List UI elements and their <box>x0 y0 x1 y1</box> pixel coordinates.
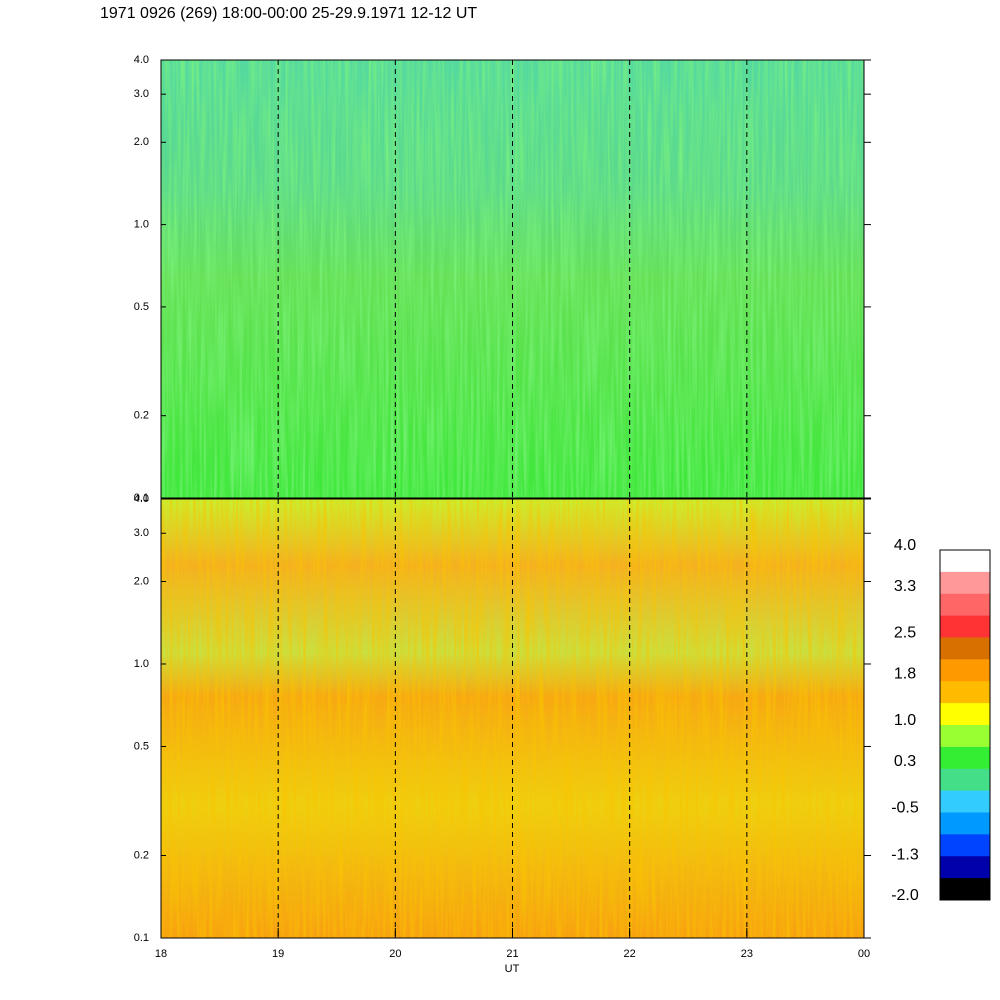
colorbar-label: 0.3 <box>894 753 916 770</box>
y-tick-label: 0.1 <box>134 932 149 944</box>
colorbar-band <box>940 615 990 638</box>
y-tick-label: 0.5 <box>134 740 149 752</box>
colorbar-label: -2.0 <box>891 887 919 904</box>
x-tick-label: 00 <box>858 948 870 960</box>
y-tick-label: 2.0 <box>134 136 149 148</box>
x-tick-label: 22 <box>624 948 636 960</box>
colorbar-band <box>940 834 990 857</box>
colorbar-label: 3.3 <box>894 578 916 595</box>
colorbar-band <box>940 637 990 660</box>
colorbar-band <box>940 812 990 835</box>
colorbar-band <box>940 768 990 792</box>
colorbar-band <box>940 681 990 704</box>
colorbar-band <box>940 550 990 573</box>
colorbar-label: 4.0 <box>894 537 916 554</box>
colorbar-frame <box>939 549 991 901</box>
y-tick-label: 4.0 <box>134 54 149 66</box>
colorbar-label: 2.5 <box>894 625 916 642</box>
colorbar-band <box>940 703 990 726</box>
colorbar-band <box>940 856 990 879</box>
colorbar-band <box>940 659 990 682</box>
x-tick-label: 19 <box>272 948 284 960</box>
y-tick-label: 4.0 <box>134 493 149 505</box>
x-tick-label: 23 <box>741 948 753 960</box>
colorbar-band <box>940 878 990 901</box>
colorbar-label: -0.5 <box>891 800 919 817</box>
y-tick-label: 1.0 <box>134 658 149 670</box>
y-tick-label: 2.0 <box>134 575 149 587</box>
colorbar-band <box>940 790 990 813</box>
y-tick-label: 3.0 <box>134 527 149 539</box>
colorbar-label: -1.3 <box>891 846 919 863</box>
chart-title: 1971 0926 (269) 18:00-00:00 25-29.9.1971… <box>100 5 477 22</box>
y-tick-label: 0.2 <box>134 410 149 422</box>
colorbar-label: 1.0 <box>894 712 916 729</box>
colorbar-band <box>940 593 990 617</box>
x-tick-label: 18 <box>155 948 167 960</box>
x-tick-label: 21 <box>506 948 518 960</box>
colorbar-band <box>940 725 990 748</box>
x-axis-label: UT <box>505 963 520 975</box>
y-tick-label: 3.0 <box>134 88 149 100</box>
y-tick-label: 0.1 <box>134 492 149 504</box>
y-tick-label: 1.0 <box>134 219 149 231</box>
colorbar-band <box>940 746 990 770</box>
y-tick-label: 0.2 <box>134 849 149 861</box>
colorbar-label: 1.8 <box>894 666 916 683</box>
y-tick-label: 0.5 <box>134 301 149 313</box>
x-tick-label: 20 <box>389 948 401 960</box>
colorbar-band <box>940 571 990 595</box>
